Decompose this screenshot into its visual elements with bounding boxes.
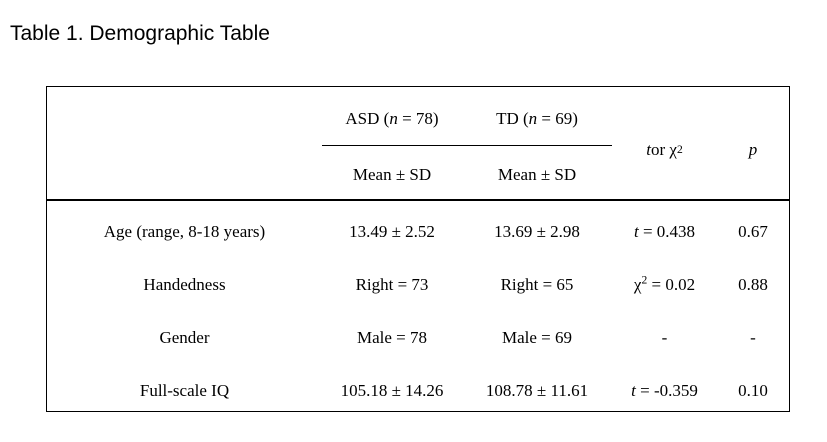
asd-value: Right = 73	[355, 275, 429, 294]
p-value: 0.10	[738, 381, 768, 400]
demographic-table: ASD (n = 78) TD (n = 69) Mean ± SD Mean …	[46, 86, 790, 412]
stat-value: -	[661, 328, 668, 347]
subheader-row: Mean ± SD Mean ± SD	[322, 146, 612, 199]
subheader-td-mean-sd: Mean ± SD	[497, 165, 577, 184]
stat-value: χ2 = 0.02	[633, 273, 696, 294]
stat-value: t = 0.438	[633, 222, 696, 241]
row-label: Full-scale IQ	[139, 381, 230, 400]
column-header-td: TD (n = 69)	[496, 108, 578, 128]
asd-value: 105.18 ± 14.26	[340, 381, 444, 400]
row-label-column-spacer	[47, 87, 322, 199]
asd-value: 13.49 ± 2.52	[349, 222, 435, 241]
row-label: Handedness	[143, 275, 226, 294]
row-label: Gender	[159, 328, 210, 347]
asd-value: Male = 78	[356, 328, 428, 347]
table-row-age: Age (range, 8-18 years) 13.49 ± 2.52 13.…	[47, 201, 789, 254]
table-row-fsiq: Full-scale IQ 105.18 ± 14.26 108.78 ± 11…	[47, 360, 789, 413]
row-label: Age (range, 8-18 years)	[103, 222, 266, 241]
table-body: Age (range, 8-18 years) 13.49 ± 2.52 13.…	[47, 201, 789, 413]
td-value: 13.69 ± 2.98	[494, 222, 580, 241]
column-header-asd: ASD (n = 78)	[345, 108, 439, 128]
table-row-handedness: Handedness Right = 73 Right = 65 χ2 = 0.…	[47, 254, 789, 307]
group-header-row: ASD (n = 78) TD (n = 69)	[322, 87, 612, 146]
stat-value: t = -0.359	[631, 381, 698, 400]
td-value: 108.78 ± 11.61	[485, 381, 589, 400]
p-value: -	[750, 328, 756, 347]
p-value: 0.67	[738, 222, 768, 241]
td-value: Right = 65	[500, 275, 574, 294]
subheader-asd-mean-sd: Mean ± SD	[352, 165, 432, 184]
group-column-block: ASD (n = 78) TD (n = 69) Mean ± SD Mean …	[322, 87, 612, 199]
table-header: ASD (n = 78) TD (n = 69) Mean ± SD Mean …	[47, 87, 789, 201]
table-caption: Table 1. Demographic Table	[10, 22, 270, 45]
p-value: 0.88	[738, 275, 768, 294]
column-header-p: p	[748, 140, 758, 159]
table-row-gender: Gender Male = 78 Male = 69 - -	[47, 307, 789, 360]
td-value: Male = 69	[501, 328, 573, 347]
